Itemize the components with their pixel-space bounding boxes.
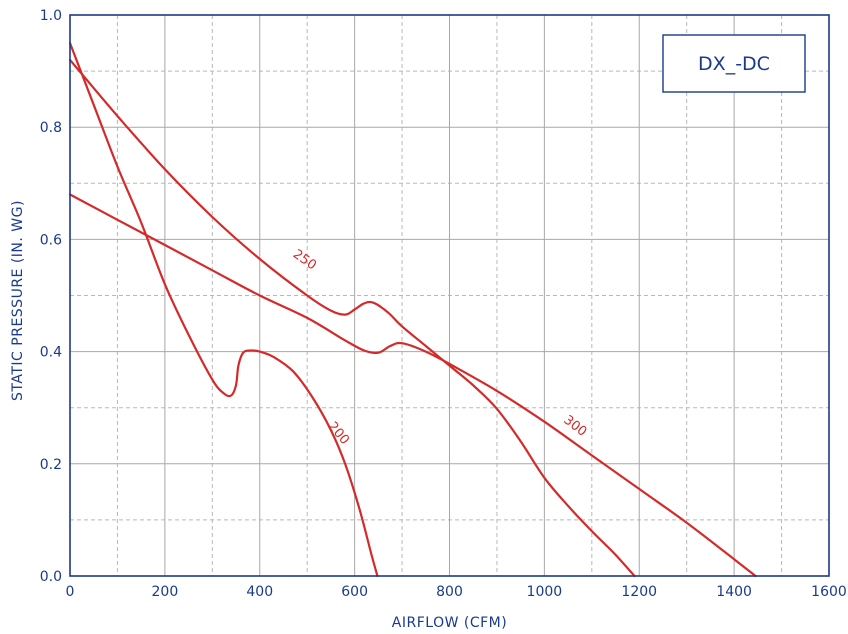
grid (69, 14, 830, 577)
model-box-frame (662, 34, 806, 93)
x-tick-label: 800 (436, 584, 463, 600)
series-line-300 (68, 193, 757, 578)
x-tick-label: 1400 (716, 584, 752, 600)
series-line-200 (68, 42, 379, 578)
model-label: DX_-DC (698, 53, 770, 75)
x-tick-label: 1600 (811, 584, 847, 600)
y-axis-title: STATIC PRESSURE (IN. WG) (10, 200, 26, 401)
x-tick-label: 0 (66, 584, 75, 600)
y-tick-label: 1.0 (40, 8, 62, 24)
y-tick-label: 0.2 (40, 457, 62, 473)
plot-frame (69, 14, 830, 577)
tick-labels: 0 200 400 600 800 1000 1200 1400 1600 0.0 0.2 0.4 0.… (40, 8, 847, 600)
x-tick-label: 600 (341, 584, 368, 600)
y-tick-label: 0.4 (40, 345, 62, 361)
y-tick-label: 0.6 (40, 232, 62, 248)
x-axis-title: AIRFLOW (CFM) (392, 615, 507, 631)
x-tick-label: 1200 (621, 584, 657, 600)
x-tick-label: 200 (152, 584, 179, 600)
y-tick-label: 0.0 (40, 569, 62, 585)
series-line-250 (68, 58, 636, 578)
x-tick-label: 1000 (527, 584, 563, 600)
series-label-250: 250 (290, 247, 319, 274)
y-tick-label: 0.8 (40, 120, 62, 136)
model-legend-box: DX_-DC (662, 34, 806, 93)
x-tick-label: 400 (246, 584, 273, 600)
